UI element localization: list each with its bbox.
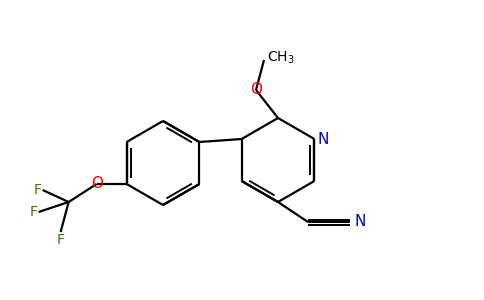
Text: F: F <box>30 205 38 219</box>
Text: O: O <box>91 176 103 191</box>
Text: F: F <box>33 183 42 197</box>
Text: CH$_3$: CH$_3$ <box>267 50 295 66</box>
Text: N: N <box>318 131 329 146</box>
Text: N: N <box>354 214 365 230</box>
Text: F: F <box>57 233 65 247</box>
Text: O: O <box>250 82 262 98</box>
